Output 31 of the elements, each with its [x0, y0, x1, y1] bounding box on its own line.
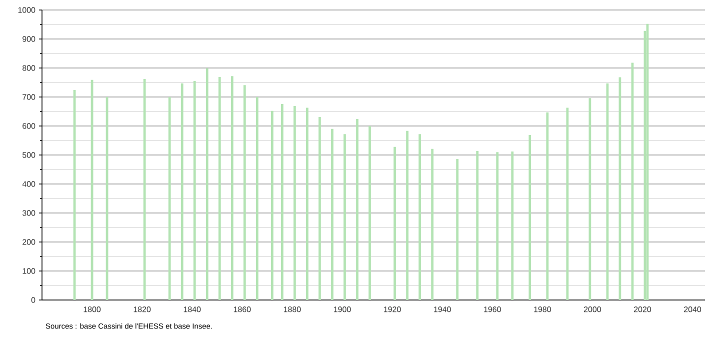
bar: [344, 134, 346, 300]
bar: [476, 150, 479, 300]
bar: [496, 152, 499, 300]
bar: [356, 119, 358, 300]
bar: [528, 134, 532, 300]
bar: [588, 98, 592, 300]
bar: [168, 96, 171, 300]
bar: [180, 83, 184, 300]
bar: [418, 134, 421, 300]
bar: [206, 68, 208, 300]
bar: [230, 76, 234, 300]
bar: [256, 96, 258, 300]
bar: [331, 128, 334, 300]
bar: [406, 130, 408, 300]
bar: [566, 108, 569, 300]
bar: [270, 110, 274, 300]
bar: [606, 83, 609, 300]
bar: [143, 79, 146, 300]
bar: [431, 148, 434, 300]
bar: [368, 126, 371, 300]
bar: [511, 152, 514, 300]
bar: [280, 104, 284, 300]
bar: [193, 81, 196, 300]
bar: [218, 76, 221, 300]
bar: [318, 117, 321, 300]
bar: [306, 108, 308, 300]
bar: [546, 112, 549, 300]
bar: [456, 159, 459, 300]
bar: [294, 106, 296, 300]
bar: [394, 146, 396, 300]
bar: [243, 85, 246, 300]
